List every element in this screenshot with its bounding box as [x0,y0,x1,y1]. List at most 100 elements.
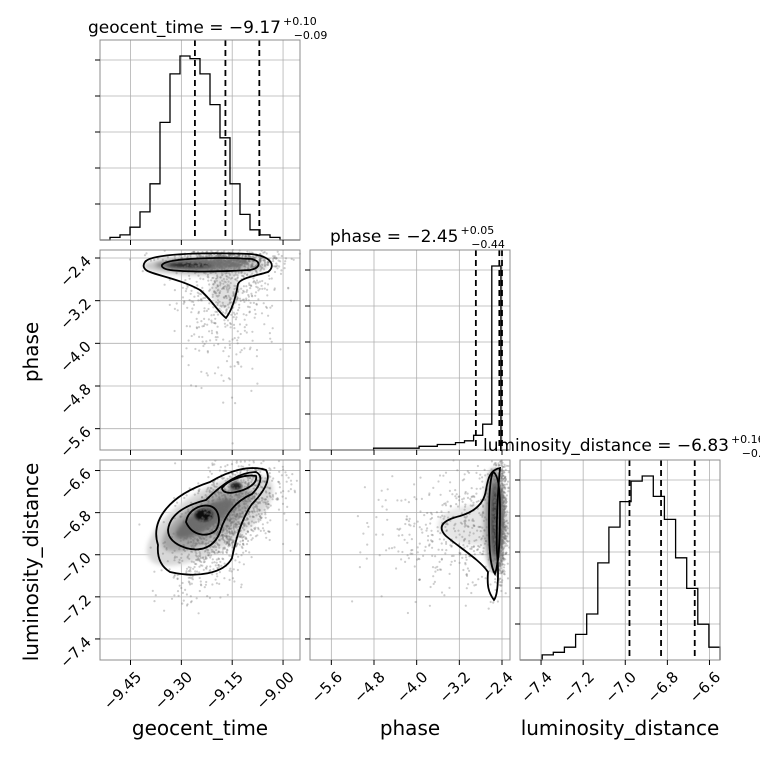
sample-point [226,518,229,521]
sample-point [228,518,231,521]
sample-point [377,498,380,501]
sample-point [504,475,507,478]
sample-point [493,505,496,508]
sample-point [463,538,466,541]
sample-point [225,524,228,527]
sample-point [241,291,244,295]
sample-point [197,310,200,313]
sample-point [218,255,222,258]
sample-point [244,481,247,484]
sample-point [501,523,504,527]
sample-point [249,256,252,259]
sample-point [208,289,211,292]
sample-point [235,526,238,529]
sample-point [502,491,506,494]
sample-point [206,542,209,545]
contour-outer [142,252,273,320]
sample-point [244,260,247,263]
sample-point [251,510,254,513]
sample-point [499,556,503,560]
sample-point [211,522,214,525]
sample-point [214,564,217,567]
sample-point [196,321,199,324]
sample-point [431,566,435,569]
sample-point [245,482,248,485]
sample-point [412,525,416,528]
sample-point [239,470,242,473]
sample-point [366,521,369,525]
sample-point [435,511,438,514]
sample-point [201,259,204,262]
sample-point [241,255,244,258]
sample-point [230,267,233,270]
sample-point [209,569,212,572]
sample-point [219,262,222,265]
sample-point [236,523,239,526]
sample-point [215,259,219,262]
sample-point [499,572,502,575]
sample-point [216,259,219,262]
sample-point [449,544,452,547]
sample-point [212,488,215,491]
sample-point [230,301,233,304]
sample-point [258,260,261,263]
sample-point [240,349,243,352]
sample-point [240,583,243,586]
sample-point [206,261,209,264]
sample-point [282,468,285,471]
sample-point [450,560,453,563]
sample-point [235,265,238,268]
sample-point [212,276,215,279]
sample-point [260,512,263,516]
sample-point [198,264,201,267]
sample-point [472,503,475,507]
sample-point [217,343,220,346]
sample-point [216,336,219,339]
sample-point [255,493,258,496]
sample-point [501,553,504,556]
sample-point [501,517,504,520]
sample-point [194,265,197,268]
sample-point [249,301,252,304]
sample-point [265,305,268,308]
sample-point [197,274,200,277]
sample-point [235,266,238,270]
sample-point [464,537,467,541]
sample-point [449,505,452,508]
sample-point [214,521,217,524]
sample-point [223,254,226,257]
sample-point [502,523,505,526]
sample-point [196,259,199,263]
sample-point [485,518,488,521]
sample-point [208,302,211,305]
sample-point [198,263,201,266]
sample-point [428,543,431,546]
sample-point [500,494,503,497]
sample-point [194,265,197,268]
sample-point [400,499,403,502]
sample-point [225,264,228,267]
sample-point [274,257,278,260]
sample-point [250,524,253,528]
sample-point [502,542,505,545]
sample-point [172,576,175,579]
sample-point [500,554,503,557]
sample-point [501,539,504,542]
sample-point [216,575,219,578]
sample-point [219,304,222,307]
sample-point [218,508,221,511]
sample-point [225,360,229,363]
sample-point [504,552,507,555]
sample-point [403,538,406,541]
sample-point [207,542,210,545]
sample-point [207,263,210,266]
sample-point [233,529,236,533]
sample-point [481,505,485,508]
sample-point [506,532,509,535]
sample-point [269,306,272,309]
sample-point [242,481,245,484]
sample-point [201,286,204,289]
sample-point [258,508,261,511]
sample-point [494,557,497,560]
sample-point [224,511,227,514]
